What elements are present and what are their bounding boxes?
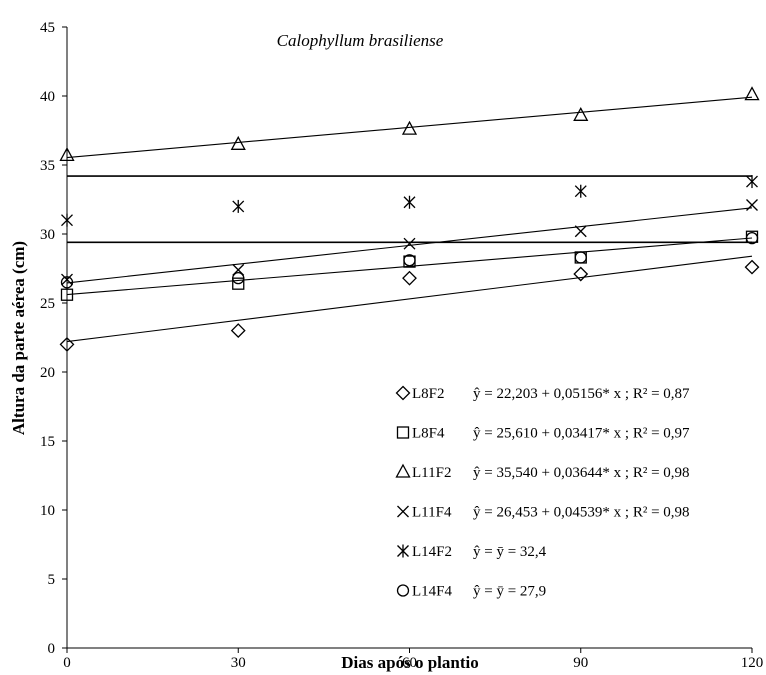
point-l11f2-shape [401,120,418,135]
point-l11f2 [744,86,760,101]
point-l14f4 [574,251,587,264]
legend-marker-l8f2-shape [395,385,411,401]
legend-marker-l8f2 [395,385,411,401]
y-tick-label: 10 [40,503,55,519]
y-tick-label: 5 [48,572,56,588]
point-l14f4 [232,272,245,285]
point-l11f2-shape [230,135,246,150]
legend-equation-l11f4: ŷ = 26,453 + 0,04539* x ; R² = 0,98 [473,505,690,521]
point-l14f4-shape [232,272,245,285]
legend-marker-l14f4 [396,584,410,597]
point-l14f2 [746,175,758,189]
point-l8f2 [402,270,417,286]
fit-line-l11f4 [66,207,753,284]
legend-equation-l11f2: ŷ = 35,540 + 0,03644* x ; R² = 0,98 [473,465,690,481]
point-l14f4-shape [403,254,416,267]
point-l14f2 [574,184,587,198]
point-l8f2-shape [230,323,246,339]
y-tick-label: 35 [40,158,55,174]
plot-lines [66,96,753,343]
legend-label-l14f2: L14F2 [412,544,452,560]
x-tick-label: 60 [402,655,417,671]
fit-line-l11f2 [66,96,753,159]
point-l8f2-shape [402,270,417,286]
point-l14f4-shape [574,251,587,264]
point-l11f4-stroke-b [403,237,416,250]
x-tick-label: 120 [741,655,764,671]
point-l14f2 [403,195,416,209]
point-l11f2-shape [573,106,589,121]
point-l8f2-shape [744,259,760,275]
y-axis-title: Altura da parte aérea (cm) [9,241,28,435]
point-l11f4-stroke-b [574,225,587,238]
legend-equation-l8f4: ŷ = 25,610 + 0,03417* x ; R² = 0,97 [473,426,690,442]
point-l11f2 [573,106,589,121]
y-tick-label: 25 [40,296,55,312]
legend-label-l8f4: L8F4 [412,426,445,442]
x-axis-title: Dias após o plantio [341,653,478,672]
y-tick-label: 45 [40,20,55,36]
x-tick-label: 90 [573,655,588,671]
point-l8f4-shape [232,277,245,290]
fit-line-l8f2 [66,255,753,343]
point-l8f2-shape [573,266,589,282]
legend-marker-l11f2 [395,463,411,478]
ticks: 0 5 10 15 20 25 30 35 40 45 0 30 60 90 120 [40,20,763,671]
chart-title: Calophyllum brasiliense [277,31,444,50]
point-l11f2 [230,135,246,150]
legend-marker-l11f2-shape [395,463,411,478]
point-l11f2-shape [744,86,760,101]
y-tick-label: 30 [40,227,55,243]
point-l8f2 [230,323,246,339]
point-l11f4 [403,237,416,250]
legend-equation-l14f4: ŷ = ȳ = 27,9 [473,584,546,600]
legend-equation-l8f2: ŷ = 22,203 + 0,05156* x ; R² = 0,87 [473,386,690,402]
y-tick-label: 15 [40,434,55,450]
legend-marker-l8f4-shape [396,426,410,439]
legend-marker-l14f2 [397,544,409,558]
legend-marker-l11f4 [397,505,409,518]
point-l8f2 [573,266,589,282]
legend-equation-l14f2: ŷ = ȳ = 32,4 [473,544,547,560]
y-tick-label: 20 [40,365,55,381]
markers [59,86,760,352]
y-tick-label: 0 [48,641,56,657]
point-l8f4 [232,277,245,290]
point-l14f4-shape [745,231,759,245]
point-l14f2 [232,199,245,213]
legend: L8F2 ŷ = 22,203 + 0,05156* x ; R² = 0,87 L… [395,385,690,600]
point-l11f4-stroke-b [746,199,758,211]
legend-marker-l14f4-shape [396,584,410,597]
point-l8f2 [744,259,760,275]
point-l14f4 [745,231,759,245]
legend-label-l8f2: L8F2 [412,386,445,402]
point-l11f2 [401,120,418,135]
point-l11f4 [746,199,758,211]
point-l11f4 [574,225,587,238]
axes [66,27,752,649]
y-tick-label: 40 [40,89,55,105]
legend-label-l11f2: L11F2 [412,465,451,481]
legend-marker-l8f4 [396,426,410,439]
x-tick-label: 0 [63,655,71,671]
legend-label-l14f4: L14F4 [412,584,453,600]
point-l14f4 [403,254,416,267]
legend-label-l11f4: L11F4 [412,505,452,521]
legend-marker-l11f4-stroke-b [397,505,409,518]
x-tick-label: 30 [231,655,246,671]
